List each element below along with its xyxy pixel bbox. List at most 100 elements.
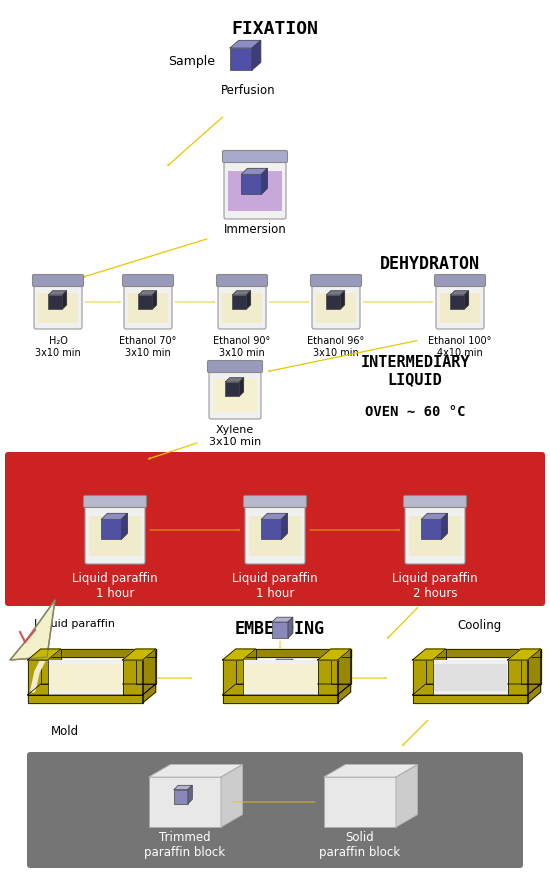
Text: Solid
paraffin block: Solid paraffin block (320, 831, 400, 859)
Polygon shape (527, 684, 541, 703)
FancyBboxPatch shape (123, 275, 173, 286)
Bar (244, 664, 316, 691)
Bar (213, 379, 257, 412)
Polygon shape (122, 513, 128, 540)
Polygon shape (139, 291, 157, 295)
Polygon shape (230, 40, 261, 48)
FancyBboxPatch shape (34, 283, 82, 329)
Bar (409, 516, 461, 557)
Bar (149, 777, 221, 827)
FancyBboxPatch shape (436, 283, 484, 329)
Polygon shape (340, 291, 345, 309)
Polygon shape (412, 695, 527, 703)
Text: INTERMEDIARY
LIQUID: INTERMEDIARY LIQUID (360, 355, 470, 387)
FancyBboxPatch shape (244, 495, 306, 508)
Polygon shape (221, 764, 243, 827)
Bar (450, 295, 465, 309)
Polygon shape (236, 649, 256, 684)
Text: Liquid paraffin
1 hour: Liquid paraffin 1 hour (232, 572, 318, 600)
Polygon shape (396, 764, 417, 827)
Polygon shape (317, 649, 351, 660)
Polygon shape (63, 291, 67, 309)
Bar (433, 664, 507, 691)
Polygon shape (123, 660, 142, 695)
Bar (316, 293, 356, 323)
Polygon shape (327, 291, 345, 295)
Bar (89, 516, 141, 557)
Polygon shape (28, 660, 47, 695)
Polygon shape (233, 291, 251, 295)
Polygon shape (338, 684, 351, 703)
FancyBboxPatch shape (405, 504, 465, 564)
Polygon shape (241, 169, 267, 174)
FancyBboxPatch shape (404, 495, 466, 508)
Text: Ethanol 70°
3x10 min: Ethanol 70° 3x10 min (119, 336, 177, 358)
Bar (249, 516, 301, 557)
Polygon shape (239, 377, 244, 396)
Text: Ethanol 96°
3x10 min: Ethanol 96° 3x10 min (307, 336, 365, 358)
Bar (48, 295, 63, 309)
Polygon shape (41, 649, 60, 684)
Polygon shape (261, 169, 267, 194)
FancyBboxPatch shape (27, 752, 523, 868)
Text: Xylene
3x10 min: Xylene 3x10 min (209, 425, 261, 447)
Text: H₂O
3x10 min: H₂O 3x10 min (35, 336, 81, 358)
Polygon shape (188, 785, 192, 804)
FancyBboxPatch shape (84, 495, 146, 508)
Text: DEHYDRATON: DEHYDRATON (380, 255, 480, 273)
Polygon shape (331, 649, 351, 684)
Polygon shape (136, 649, 156, 684)
Text: FIXATION: FIXATION (232, 20, 318, 38)
Polygon shape (412, 649, 446, 660)
FancyBboxPatch shape (209, 369, 261, 419)
FancyBboxPatch shape (245, 504, 305, 564)
Polygon shape (282, 513, 288, 540)
Text: OVEN ∼ 60 °C: OVEN ∼ 60 °C (365, 405, 465, 419)
Text: Cooling: Cooling (458, 619, 502, 632)
Polygon shape (527, 649, 541, 695)
Text: Sample: Sample (168, 55, 215, 69)
Text: EMBEDDING: EMBEDDING (235, 620, 325, 638)
Bar (261, 519, 282, 540)
Bar (101, 519, 122, 540)
Bar (440, 293, 480, 323)
FancyBboxPatch shape (85, 504, 145, 564)
FancyBboxPatch shape (434, 275, 486, 286)
Bar (47, 660, 123, 695)
Polygon shape (223, 649, 256, 660)
Polygon shape (442, 513, 447, 540)
Text: Liquid paraffin
2 hours: Liquid paraffin 2 hours (392, 572, 478, 600)
Text: Trimmed
paraffin block: Trimmed paraffin block (145, 831, 226, 859)
Bar (243, 660, 317, 695)
Polygon shape (288, 617, 293, 638)
Polygon shape (272, 617, 293, 622)
Bar (432, 660, 508, 695)
FancyBboxPatch shape (218, 283, 266, 329)
Bar (228, 171, 282, 211)
Bar (174, 789, 188, 804)
Polygon shape (28, 695, 142, 703)
Polygon shape (152, 291, 157, 309)
Polygon shape (123, 649, 156, 660)
FancyBboxPatch shape (207, 360, 262, 373)
Polygon shape (426, 649, 541, 657)
Bar (233, 295, 246, 309)
Text: Perfusion: Perfusion (221, 84, 276, 97)
Polygon shape (149, 764, 243, 777)
Polygon shape (272, 659, 293, 664)
Polygon shape (236, 649, 351, 657)
Bar (139, 295, 152, 309)
Polygon shape (10, 600, 55, 660)
Polygon shape (426, 649, 446, 684)
Polygon shape (521, 649, 541, 684)
Polygon shape (28, 684, 156, 695)
Bar (222, 293, 262, 323)
Polygon shape (142, 684, 156, 703)
Polygon shape (101, 513, 128, 519)
Polygon shape (450, 291, 469, 295)
FancyBboxPatch shape (224, 159, 286, 219)
Bar (241, 174, 261, 194)
Polygon shape (142, 649, 156, 695)
Text: Ethanol 90°
3x10 min: Ethanol 90° 3x10 min (213, 336, 271, 358)
Bar (421, 519, 442, 540)
